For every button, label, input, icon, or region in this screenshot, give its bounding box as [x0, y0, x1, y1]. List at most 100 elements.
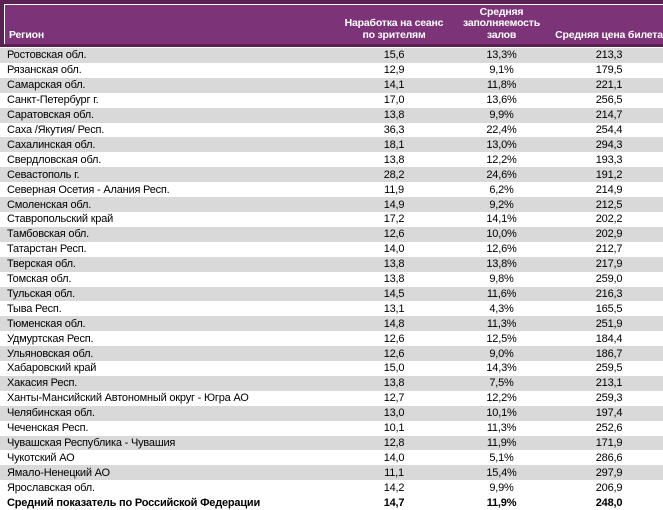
occupancy-cell: 11,9%: [486, 437, 517, 450]
footer-label: Средний показатель по Российской Федерац…: [7, 496, 261, 509]
region-cell: Ростовская обл.: [7, 49, 87, 62]
table-row: Смоленская обл. 14,9 9,2% 212,5: [0, 197, 663, 212]
occupancy-cell: 7,5%: [489, 377, 514, 390]
per-session-cell: 14,0: [383, 451, 405, 464]
occupancy-cell: 9,2%: [489, 198, 514, 211]
per-session-cell: 17,0: [383, 94, 405, 107]
region-cell: Ханты-Мансийский Автономный округ - Югра…: [7, 392, 249, 405]
table-row: Ямало-Ненецкий АО 11,1 15,4% 297,9: [0, 465, 663, 481]
per-session-cell: 12,6: [383, 228, 405, 241]
region-cell: Севастополь г.: [7, 168, 80, 181]
per-session-cell: 13,8: [383, 377, 405, 390]
region-cell: Удмуртская Респ.: [7, 332, 94, 345]
table-row: Ростовская обл. 15,6 13,3% 213,3: [0, 48, 663, 63]
ticket-price-cell: 297,9: [595, 466, 623, 479]
per-session-cell: 13,8: [383, 153, 405, 166]
occupancy-cell: 9,9%: [489, 481, 514, 494]
table-row: Удмуртская Респ. 12,6 12,5% 184,4: [0, 331, 663, 346]
ticket-price-cell: 259,5: [595, 362, 623, 375]
region-cell: Чувашская Республика - Чувашия: [7, 437, 176, 450]
per-session-cell: 12,6: [383, 347, 405, 360]
table-row: Ставропольский край 17,2 14,1% 202,2: [0, 212, 663, 227]
region-cell: Свердловская обл.: [7, 153, 102, 166]
occupancy-cell: 12,2%: [486, 392, 517, 405]
table-row: Саха /Якутия/ Респ. 36,3 22,4% 254,4: [0, 123, 663, 138]
per-session-cell: 13,0: [383, 407, 405, 420]
ticket-price-cell: 213,3: [595, 49, 623, 62]
ticket-price-cell: 259,3: [595, 392, 623, 405]
occupancy-cell: 9,0%: [489, 347, 514, 360]
ticket-price-cell: 286,6: [595, 451, 623, 464]
per-session-cell: 14,9: [383, 198, 405, 211]
region-cell: Ямало-Ненецкий АО: [7, 466, 110, 479]
region-cell: Челябинская обл.: [7, 407, 95, 420]
occupancy-cell: 11,6%: [486, 287, 517, 300]
table-body: Ростовская обл. 15,6 13,3% 213,3 Рязанск…: [0, 47, 663, 510]
occupancy-cell: 15,4%: [486, 466, 517, 479]
ticket-price-cell: 193,3: [595, 153, 623, 166]
per-session-cell: 15,0: [383, 362, 405, 375]
occupancy-cell: 12,6%: [486, 243, 517, 256]
region-cell: Саха /Якутия/ Респ.: [7, 123, 105, 136]
ticket-price-cell: 184,4: [595, 332, 623, 345]
region-cell: Рязанская обл.: [7, 64, 82, 77]
footer-per-session-value: 14,7: [383, 496, 405, 509]
ticket-price-cell: 251,9: [595, 317, 623, 330]
ticket-price-cell: 186,7: [595, 347, 623, 360]
ticket-price-cell: 197,4: [595, 407, 623, 420]
ticket-price-cell: 221,1: [595, 79, 623, 92]
ticket-price-cell: 259,0: [595, 273, 623, 286]
table-row: Челябинская обл. 13,0 10,1% 197,4: [0, 405, 663, 421]
ticket-price-cell: 216,3: [595, 287, 623, 300]
footer-ticket-price-value: 248,0: [595, 496, 623, 509]
table-row: Тульская обл. 14,5 11,6% 216,3: [0, 286, 663, 302]
table-row: Тамбовская обл. 12,6 10,0% 202,9: [0, 226, 663, 242]
ticket-price-cell: 179,5: [595, 64, 623, 77]
occupancy-cell: 11,8%: [486, 79, 517, 92]
region-cell: Ульяновская обл.: [7, 347, 94, 360]
table-row: Тюменская обл. 14,8 11,3% 251,9: [0, 316, 663, 332]
table-row: Северная Осетия - Алания Респ. 11,9 6,2%…: [0, 182, 663, 197]
table-header-row: Регион Наработка на сеанс по зрителям Ср…: [0, 0, 663, 47]
region-cell: Татарстан Респ.: [7, 243, 87, 256]
occupancy-cell: 11,3%: [486, 422, 517, 435]
per-session-cell: 14,2: [383, 481, 405, 494]
per-session-cell: 13,8: [383, 273, 405, 286]
ticket-price-cell: 212,5: [595, 198, 623, 211]
table-row: Санкт-Петербург г. 17,0 13,6% 256,5: [0, 93, 663, 108]
table-row: Томская обл. 13,8 9,8% 259,0: [0, 272, 663, 287]
ticket-price-cell: 254,4: [595, 123, 623, 136]
per-session-cell: 14,1: [383, 79, 405, 92]
ticket-price-cell: 294,3: [595, 138, 623, 151]
occupancy-cell: 22,4%: [486, 123, 517, 136]
occupancy-cell: 11,3%: [486, 317, 517, 330]
occupancy-cell: 12,2%: [486, 153, 517, 166]
footer-occupancy-value: 11,9%: [486, 496, 517, 509]
occupancy-cell: 13,0%: [486, 138, 517, 151]
column-header-average-ticket-price: Средняя цена билета: [555, 28, 663, 41]
occupancy-cell: 24,6%: [486, 168, 517, 181]
per-session-cell: 12,6: [383, 332, 405, 345]
per-session-cell: 11,9: [384, 183, 404, 196]
ticket-price-cell: 214,9: [595, 183, 623, 196]
occupancy-cell: 14,3%: [486, 362, 517, 375]
region-cell: Ставропольский край: [7, 213, 114, 226]
occupancy-cell: 10,1%: [486, 407, 517, 420]
ticket-price-cell: 252,6: [595, 422, 623, 435]
table-row: Рязанская обл. 12,9 9,1% 179,5: [0, 63, 663, 78]
region-cell: Томская обл.: [7, 273, 72, 286]
table-row: Хакасия Респ. 13,8 7,5% 213,1: [0, 375, 663, 391]
region-cell: Саратовская обл.: [7, 109, 94, 122]
ticket-price-cell: 217,9: [595, 258, 623, 271]
occupancy-cell: 13,3%: [486, 49, 517, 62]
region-cell: Тамбовская обл.: [7, 228, 90, 241]
region-cell: Хакасия Респ.: [7, 377, 78, 390]
region-cell: Тюменская обл.: [7, 317, 86, 330]
ticket-price-cell: 165,5: [595, 302, 623, 315]
per-session-cell: 17,2: [383, 213, 405, 226]
ticket-price-cell: 212,7: [595, 243, 623, 256]
occupancy-cell: 9,8%: [489, 273, 514, 286]
per-session-cell: 12,7: [383, 392, 405, 405]
per-session-cell: 18,1: [383, 138, 405, 151]
